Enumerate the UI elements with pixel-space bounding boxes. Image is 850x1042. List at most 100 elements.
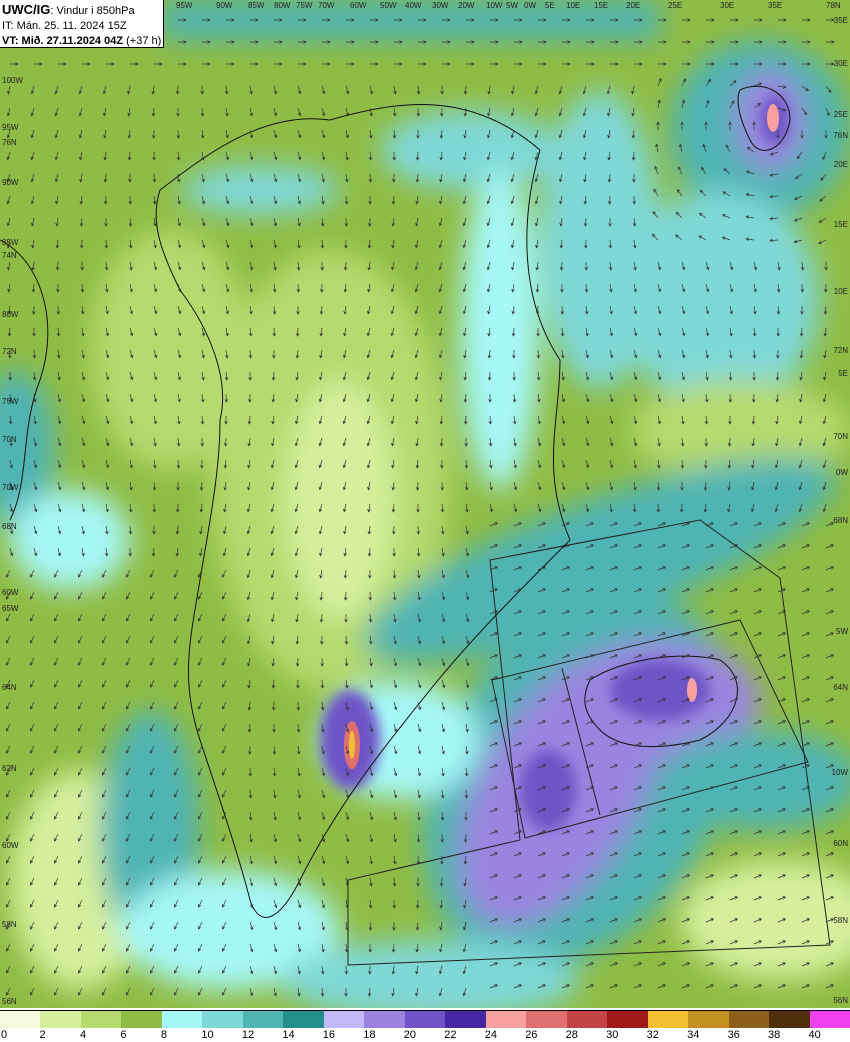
- wind-arrow: [438, 217, 443, 227]
- wind-arrow: [53, 877, 59, 886]
- wind-arrow: [464, 459, 469, 469]
- wind-arrow: [441, 635, 446, 645]
- wind-arrow: [513, 676, 523, 681]
- wind-arrow: [369, 833, 374, 843]
- wind-arrow: [178, 62, 187, 66]
- wind-arrow: [585, 852, 595, 857]
- wind-arrow: [729, 720, 739, 725]
- wind-arrow: [752, 349, 757, 359]
- wind-arrow: [511, 305, 516, 315]
- wind-arrow: [486, 283, 491, 293]
- wind-arrow: [273, 965, 278, 975]
- wind-arrow: [463, 371, 467, 381]
- wind-arrow: [392, 591, 397, 601]
- wind-arrow: [658, 62, 667, 66]
- wind-arrow: [415, 415, 419, 425]
- wind-arrow: [149, 767, 155, 776]
- wind-arrow: [200, 459, 204, 469]
- wind-arrow: [752, 371, 756, 381]
- wind-arrow: [152, 129, 156, 139]
- wind-arrow: [201, 195, 206, 205]
- wind-arrow: [366, 371, 371, 381]
- wind-arrow: [297, 239, 301, 249]
- colorbar-tick: 16: [322, 1029, 336, 1041]
- wind-arrow: [273, 811, 277, 821]
- wind-arrow: [633, 962, 643, 967]
- wind-arrow: [297, 217, 301, 227]
- wind-arrow: [537, 503, 542, 513]
- wind-arrow: [463, 129, 467, 139]
- wind-arrow: [801, 676, 811, 681]
- grid-label-right: 5W: [836, 627, 848, 636]
- wind-arrow: [249, 899, 254, 909]
- wind-arrow: [321, 129, 326, 139]
- wind-arrow: [513, 962, 523, 967]
- wind-arrow: [704, 459, 708, 469]
- wind-arrow: [129, 503, 133, 513]
- wind-arrow: [441, 613, 446, 623]
- wind-arrow: [297, 195, 302, 205]
- wind-arrow: [197, 745, 203, 754]
- wind-arrow: [33, 525, 38, 535]
- wind-arrow: [823, 327, 827, 337]
- wind-arrow: [705, 962, 715, 967]
- wind-arrow: [5, 745, 11, 754]
- wind-arrow: [657, 698, 667, 703]
- wind-arrow: [56, 327, 61, 337]
- wind-arrow: [5, 679, 11, 688]
- wind-arrow: [656, 503, 660, 513]
- wind-arrow: [104, 218, 108, 227]
- wind-arrow: [609, 327, 614, 337]
- wind-arrow: [273, 173, 278, 183]
- wind-arrow: [698, 212, 707, 219]
- wind-arrow: [319, 349, 323, 359]
- wind-arrow: [706, 18, 715, 22]
- wind-arrow: [80, 239, 84, 249]
- wind-arrow: [633, 632, 643, 637]
- wind-arrow: [149, 701, 155, 710]
- wind-arrow: [777, 852, 787, 857]
- wind-arrow: [342, 481, 347, 491]
- wind-arrow: [153, 305, 158, 315]
- wind-arrow: [197, 723, 203, 732]
- wind-arrow: [438, 261, 443, 271]
- wind-arrow: [6, 195, 11, 205]
- wind-arrow: [5, 789, 11, 798]
- model-name: UWC/IG: [2, 2, 51, 17]
- wind-arrow: [681, 99, 686, 109]
- colorbar-swatch: [364, 1011, 406, 1028]
- wind-arrow: [173, 855, 179, 864]
- wind-arrow: [415, 195, 419, 205]
- wind-arrow: [462, 195, 467, 205]
- wind-arrow: [585, 327, 589, 337]
- wind-arrow: [730, 40, 739, 44]
- wind-arrow: [103, 129, 107, 139]
- wind-arrow: [224, 393, 229, 403]
- wind-arrow: [585, 522, 595, 527]
- wind-arrow: [682, 62, 691, 66]
- wind-arrow: [173, 679, 179, 688]
- wind-arrow: [585, 481, 590, 491]
- wind-arrow: [367, 305, 371, 315]
- grid-label-left: 58N: [2, 920, 17, 929]
- wind-arrow: [822, 415, 827, 425]
- wind-arrow: [441, 547, 445, 557]
- wind-arrow: [730, 62, 739, 66]
- wind-arrow: [54, 151, 59, 161]
- wind-arrow: [486, 217, 491, 227]
- wind-arrow: [173, 723, 179, 732]
- wind-arrow: [342, 437, 347, 447]
- wind-arrow: [441, 591, 446, 601]
- wind-arrow: [609, 305, 613, 315]
- wind-arrow: [585, 654, 595, 659]
- wind-arrow: [825, 984, 835, 989]
- grid-label-left: 70W: [2, 483, 19, 492]
- wind-arrow: [561, 786, 571, 791]
- wind-arrow: [439, 921, 443, 931]
- wind-arrow: [271, 613, 275, 623]
- wind-arrow: [729, 808, 739, 813]
- wind-arrow: [585, 830, 595, 835]
- wind-arrow: [173, 591, 179, 600]
- wind-arrow: [29, 591, 35, 600]
- wind-arrow: [392, 151, 396, 161]
